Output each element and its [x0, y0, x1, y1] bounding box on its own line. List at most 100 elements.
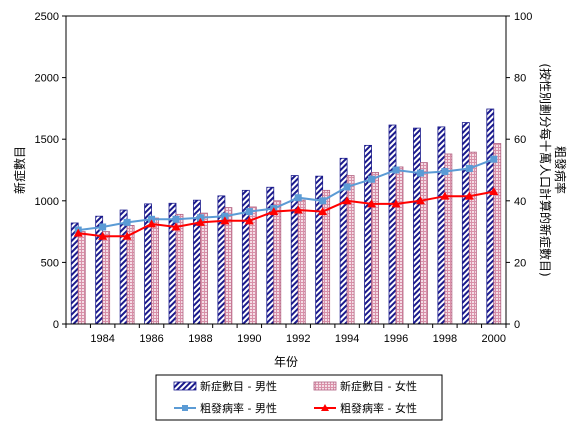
bar-female-cases — [395, 166, 404, 325]
legend: 新症數目 - 男性 新症數目 - 女性 粗發病率 - 男性 粗發病率 - 女性 — [155, 374, 443, 421]
bar-male-cases — [413, 127, 421, 325]
point-female-rate — [269, 207, 279, 216]
point-female-rate — [489, 187, 499, 196]
left-tick-label: 0 — [53, 319, 59, 331]
point-male-rate — [441, 168, 449, 176]
bar-male-cases — [339, 157, 348, 325]
x-axis: 1984 1986 1988 1990 1992 1994 1996 1998 2000 — [65, 324, 507, 345]
point-female-rate — [464, 191, 474, 200]
bar-group — [70, 108, 502, 325]
point-female-rate — [220, 216, 230, 225]
bar-female-cases — [175, 213, 184, 325]
right-tick-label: 40 — [514, 196, 526, 208]
point-male-rate — [221, 212, 229, 220]
bar-female-cases — [346, 175, 355, 325]
left-tick-label: 1000 — [35, 196, 59, 208]
point-female-rate — [293, 205, 303, 214]
bar-male-cases — [95, 215, 104, 325]
bar-female-cases — [273, 200, 282, 325]
right-axis: 0 20 40 60 80 100 — [506, 11, 532, 331]
x-tick-label: 1986 — [139, 333, 163, 345]
bar-male-cases — [486, 108, 495, 325]
point-female-rate — [171, 222, 181, 231]
line-group — [73, 155, 499, 240]
left-tick-label: 1500 — [35, 134, 59, 146]
legend-swatch-male-cases — [173, 381, 197, 391]
bar-female-cases — [297, 199, 306, 325]
point-male-rate — [392, 166, 400, 174]
point-female-rate — [147, 219, 157, 228]
bar-male-cases — [364, 144, 372, 325]
point-male-rate — [368, 175, 376, 183]
point-male-rate — [416, 169, 424, 177]
bar-male-cases — [70, 222, 79, 325]
bar-male-cases — [461, 122, 470, 325]
point-male-rate — [99, 223, 107, 231]
legend-label-female-cases: 新症數目 - 女性 — [340, 379, 417, 393]
bar-female-cases — [444, 153, 453, 325]
point-male-rate — [196, 214, 204, 222]
left-tick-label: 2500 — [35, 11, 59, 23]
line-female-rate — [78, 190, 494, 238]
legend-swatch-female-cases — [313, 381, 337, 391]
right-tick-label: 20 — [514, 257, 526, 269]
x-tick-label: 1994 — [335, 333, 359, 345]
right-axis-title-line2: (按性別劃分每十萬人口計算的新症數目) — [538, 63, 553, 276]
x-tick-label: 1998 — [433, 333, 457, 345]
line-male-rate — [78, 158, 495, 232]
point-female-rate — [391, 199, 401, 208]
x-tick-label: 1984 — [90, 333, 114, 345]
point-female-rate — [73, 228, 83, 237]
left-axis: 0 500 1000 1500 2000 2500 — [35, 11, 66, 331]
bar-female-cases — [371, 172, 379, 325]
point-male-rate — [148, 215, 156, 223]
x-tick-label: 2000 — [482, 333, 506, 345]
point-female-rate — [318, 207, 328, 216]
point-female-rate — [440, 191, 450, 200]
point-male-rate — [490, 155, 498, 163]
legend-marker-male-rate — [182, 405, 188, 411]
point-female-rate — [244, 216, 254, 225]
point-female-rate — [195, 217, 205, 226]
x-axis-title: 年份 — [274, 355, 298, 369]
bar-female-cases — [200, 212, 208, 325]
bar-female-cases — [420, 162, 428, 325]
right-tick-label: 100 — [514, 11, 532, 23]
bar-male-cases — [388, 124, 397, 325]
point-male-rate — [465, 164, 473, 172]
legend-label-male-cases: 新症數目 - 男性 — [200, 379, 277, 393]
legend-label-female-rate: 粗發病率 - 女性 — [340, 401, 417, 415]
bar-female-cases — [468, 151, 477, 325]
right-axis-title-line1: 粗發病率 — [553, 146, 568, 194]
point-male-rate — [123, 218, 131, 226]
right-tick-label: 0 — [514, 319, 520, 331]
point-female-rate — [342, 196, 352, 205]
point-female-rate — [367, 199, 377, 208]
bar-female-cases — [77, 231, 86, 325]
bar-female-cases — [151, 217, 159, 325]
legend-marker-female-rate — [321, 404, 329, 411]
left-tick-label: 2000 — [35, 73, 59, 85]
x-tick-label: 1992 — [286, 333, 310, 345]
right-tick-label: 60 — [514, 134, 526, 146]
point-male-rate — [343, 183, 351, 191]
bar-female-cases — [102, 231, 111, 325]
left-tick-label: 500 — [41, 257, 59, 269]
point-male-rate — [245, 208, 253, 216]
bar-female-cases — [248, 206, 257, 325]
bar-male-cases — [437, 126, 446, 325]
point-male-rate — [172, 215, 180, 223]
bar-female-cases — [493, 143, 502, 325]
right-tick-label: 80 — [514, 73, 526, 85]
point-female-rate — [98, 231, 108, 240]
point-female-rate — [415, 196, 425, 205]
point-male-rate — [294, 194, 302, 202]
x-tick-label: 1996 — [384, 333, 408, 345]
legend-frame — [155, 374, 443, 421]
x-tick-label: 1988 — [188, 333, 212, 345]
point-male-rate — [319, 197, 327, 205]
bar-male-cases — [119, 209, 128, 325]
x-tick-label: 1990 — [237, 333, 261, 345]
left-axis-title: 新症數目 — [12, 146, 27, 194]
